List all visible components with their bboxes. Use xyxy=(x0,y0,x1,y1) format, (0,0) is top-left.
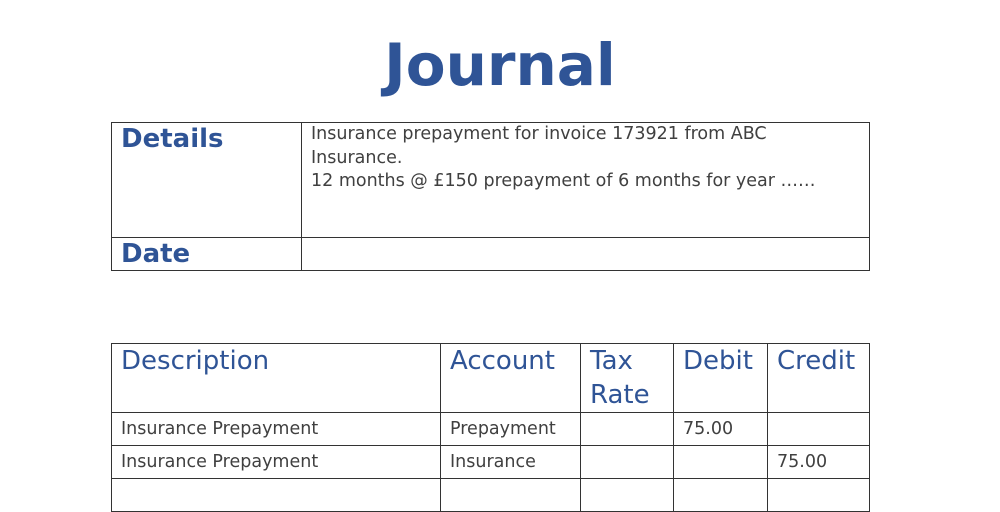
details-value[interactable]: Insurance prepayment for invoice 173921 … xyxy=(301,122,870,238)
cell-account[interactable]: Prepayment xyxy=(440,412,581,446)
table-header-row: Description Account Tax Rate Debit Credi… xyxy=(111,343,870,413)
date-value[interactable] xyxy=(301,237,870,271)
table-row xyxy=(111,478,870,512)
date-label: Date xyxy=(111,237,302,271)
cell-debit[interactable] xyxy=(673,478,768,512)
details-label: Details xyxy=(111,122,302,238)
table-row: Insurance Prepayment Insurance 75.00 xyxy=(111,445,870,479)
header-credit: Credit xyxy=(767,343,870,413)
cell-tax-rate[interactable] xyxy=(580,445,674,479)
header-account: Account xyxy=(440,343,581,413)
header-tax-rate: Tax Rate xyxy=(580,343,674,413)
header-debit: Debit xyxy=(673,343,768,413)
journal-table: Description Account Tax Rate Debit Credi… xyxy=(111,343,870,512)
table-row: Insurance Prepayment Prepayment 75.00 xyxy=(111,412,870,446)
cell-description[interactable]: Insurance Prepayment xyxy=(111,412,441,446)
details-table: Details Insurance prepayment for invoice… xyxy=(111,122,870,271)
header-description: Description xyxy=(111,343,441,413)
page-title: Journal xyxy=(384,31,616,99)
cell-credit[interactable] xyxy=(767,412,870,446)
cell-account[interactable]: Insurance xyxy=(440,445,581,479)
cell-account[interactable] xyxy=(440,478,581,512)
details-line: Insurance prepayment for invoice 173921 … xyxy=(311,124,767,144)
cell-credit[interactable]: 75.00 xyxy=(767,445,870,479)
details-row: Details Insurance prepayment for invoice… xyxy=(111,122,870,238)
cell-debit[interactable] xyxy=(673,445,768,479)
cell-tax-rate[interactable] xyxy=(580,478,674,512)
cell-debit[interactable]: 75.00 xyxy=(673,412,768,446)
cell-description[interactable]: Insurance Prepayment xyxy=(111,445,441,479)
cell-tax-rate[interactable] xyxy=(580,412,674,446)
cell-description[interactable] xyxy=(111,478,441,512)
details-line: 12 months @ £150 prepayment of 6 months … xyxy=(311,171,816,191)
details-line: Insurance. xyxy=(311,147,403,168)
cell-credit[interactable] xyxy=(767,478,870,512)
date-row: Date xyxy=(111,237,870,271)
